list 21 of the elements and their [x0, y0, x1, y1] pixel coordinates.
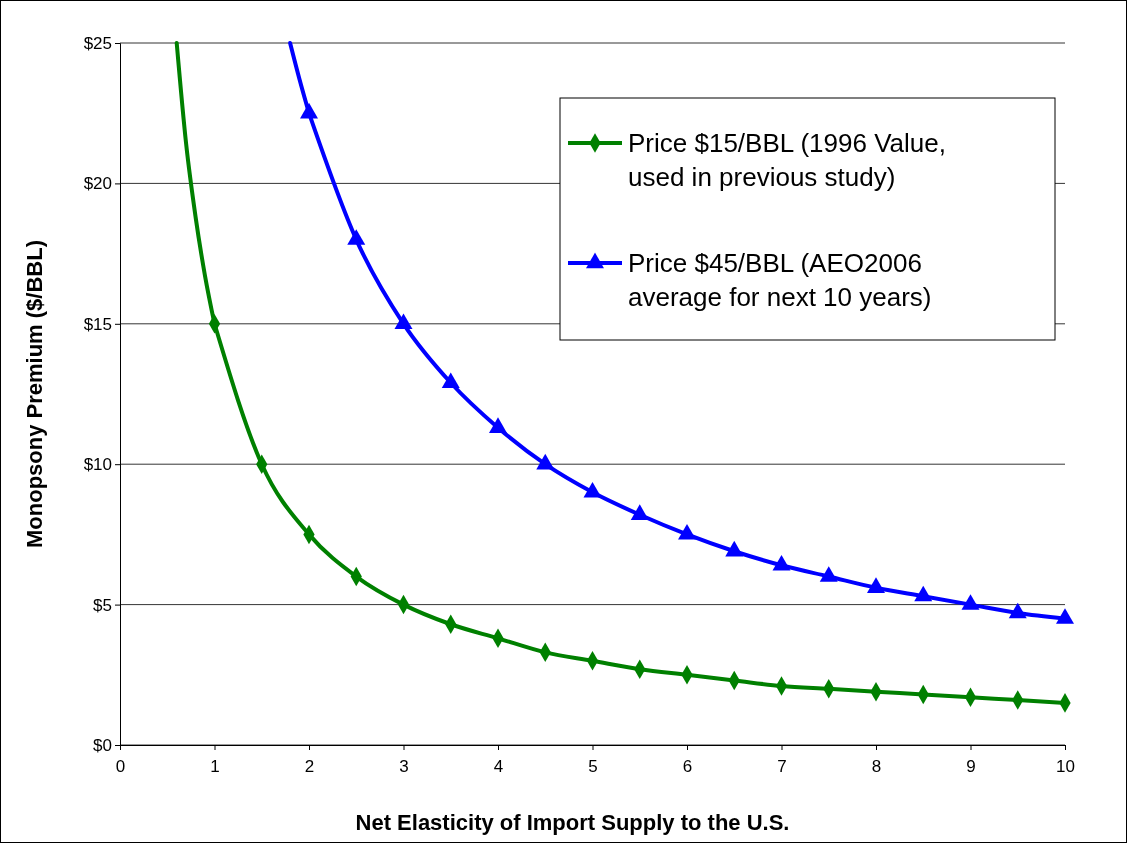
y-axis-title: Monopsony Premium ($/BBL) [22, 239, 47, 549]
y-tick-label: $25 [83, 33, 112, 53]
x-tick-label: 8 [871, 756, 882, 776]
x-tick-label: 6 [682, 756, 693, 776]
x-tick-label: 5 [588, 756, 598, 776]
y-tick-label: $10 [83, 455, 112, 475]
x-tick-label: 3 [399, 756, 409, 776]
y-tick-label: $20 [83, 174, 112, 194]
x-tick-label: 1 [210, 756, 220, 776]
legend-label: Price $15/BBL (1996 Value, used in previous study) [628, 128, 946, 192]
legend-label: Price $45/BBL (AEO2006 average for next 10 years) [628, 248, 932, 312]
x-tick-label: 0 [115, 756, 126, 776]
x-tick-label: 2 [304, 756, 315, 776]
y-tick-label: $0 [93, 735, 112, 755]
y-tick-label: $15 [83, 314, 112, 334]
x-tick-label: 7 [777, 756, 787, 776]
x-tick-label: 9 [966, 756, 976, 776]
x-tick-label: 10 [1056, 756, 1075, 776]
x-axis-title: Net Elasticity of Import Supply to the U.S. [355, 810, 790, 835]
y-tick-label: $5 [93, 595, 112, 615]
x-tick-label: 4 [493, 756, 504, 776]
